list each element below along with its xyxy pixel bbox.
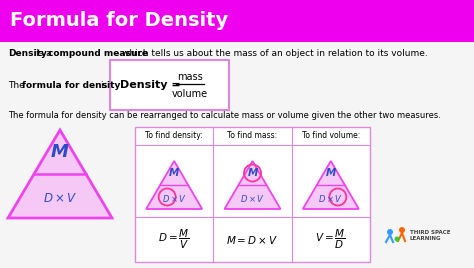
Text: Density =: Density = — [120, 80, 181, 90]
Text: $M = D \times V$: $M = D \times V$ — [227, 233, 279, 245]
Polygon shape — [225, 161, 281, 209]
Text: $V = \dfrac{M}{D}$: $V = \dfrac{M}{D}$ — [315, 228, 346, 251]
Text: THIRD SPACE: THIRD SPACE — [410, 229, 450, 234]
Text: $D \times V$: $D \times V$ — [240, 192, 265, 203]
Circle shape — [399, 227, 405, 233]
Text: Density: Density — [8, 49, 47, 58]
Text: $D = \dfrac{M}{V}$: $D = \dfrac{M}{V}$ — [158, 228, 190, 251]
Text: Formula for Density: Formula for Density — [10, 12, 228, 31]
Text: The: The — [8, 80, 25, 90]
Text: which tells us about the mass of an object in relation to its volume.: which tells us about the mass of an obje… — [122, 49, 428, 58]
Text: is a: is a — [36, 49, 52, 58]
Text: M: M — [326, 168, 336, 178]
Text: To find mass:: To find mass: — [228, 132, 278, 140]
Text: mass: mass — [177, 72, 203, 82]
Circle shape — [394, 236, 400, 241]
FancyBboxPatch shape — [135, 127, 370, 262]
Text: $D \times V$: $D \times V$ — [319, 192, 343, 203]
FancyBboxPatch shape — [0, 0, 474, 42]
FancyBboxPatch shape — [110, 60, 229, 110]
Polygon shape — [303, 161, 359, 209]
Text: compound measure: compound measure — [48, 49, 148, 58]
Text: $D \times V$: $D \times V$ — [162, 192, 187, 203]
Text: M: M — [169, 168, 179, 178]
Text: To find density:: To find density: — [146, 132, 203, 140]
Text: The formula for density can be rearranged to calculate mass or volume given the : The formula for density can be rearrange… — [8, 111, 441, 121]
Text: volume: volume — [172, 89, 208, 99]
Text: M: M — [247, 168, 258, 178]
Text: LEARNING: LEARNING — [410, 236, 441, 241]
Text: is: is — [100, 80, 107, 90]
Text: $D \times V$: $D \times V$ — [43, 192, 77, 204]
Polygon shape — [146, 161, 202, 209]
Text: To find volume:: To find volume: — [302, 132, 360, 140]
Text: M: M — [51, 143, 69, 161]
Circle shape — [387, 229, 393, 235]
Text: formula for density: formula for density — [22, 80, 120, 90]
Polygon shape — [8, 130, 112, 218]
